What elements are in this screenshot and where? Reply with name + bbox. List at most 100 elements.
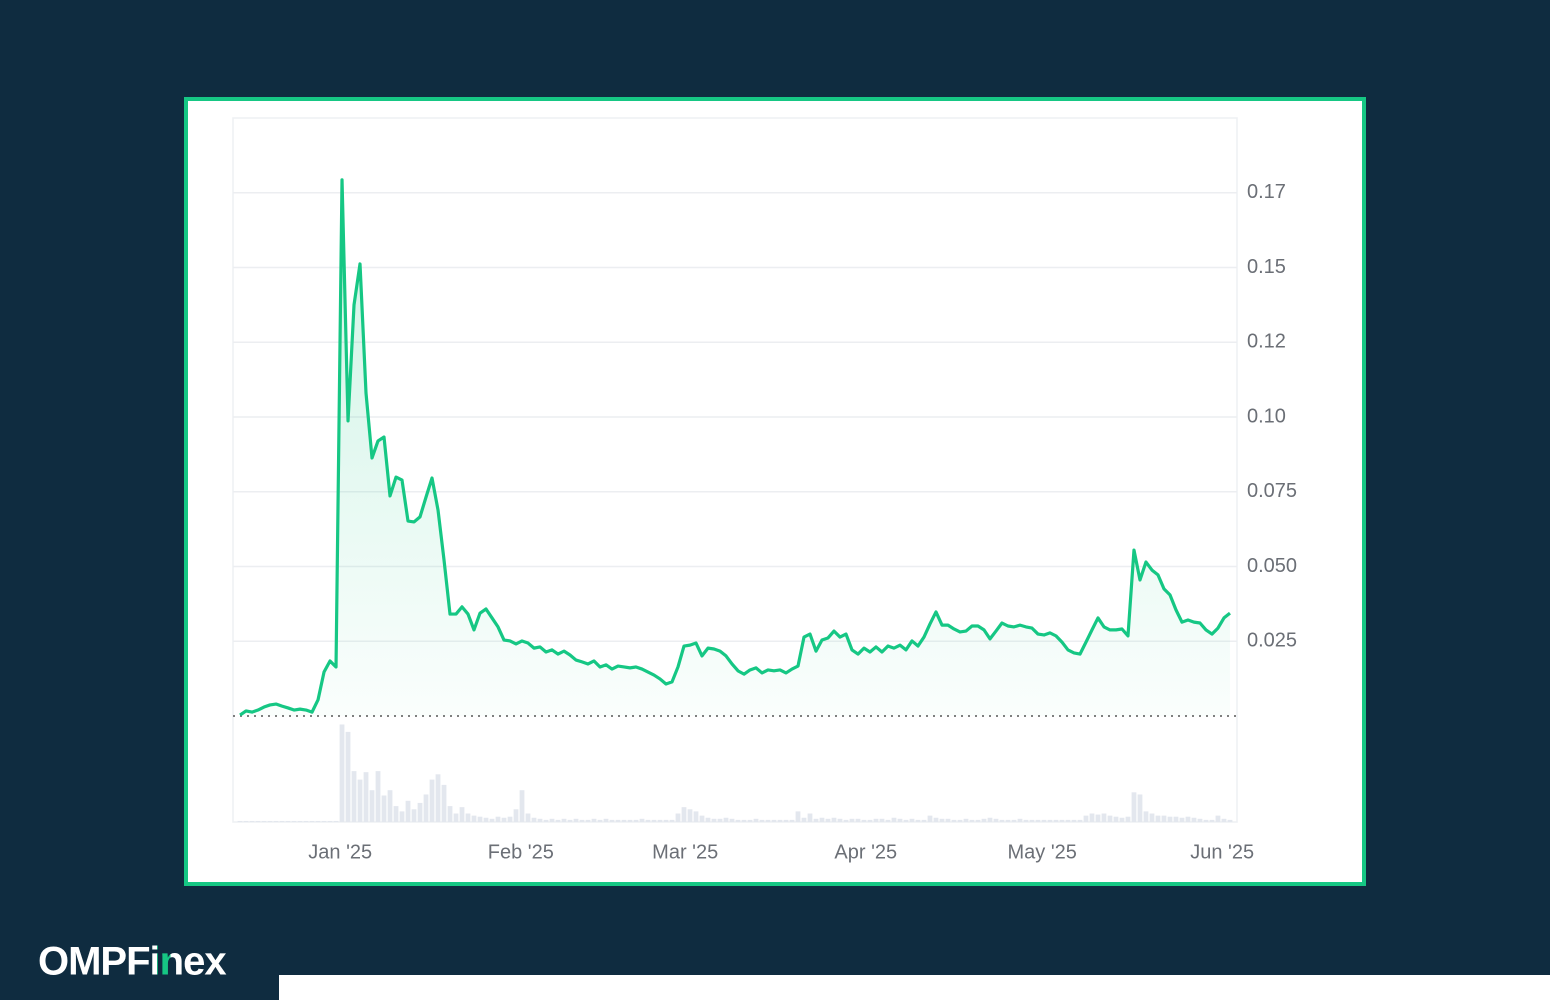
volume-bar	[801, 817, 807, 822]
volume-bar	[531, 817, 537, 822]
volume-bar	[909, 818, 915, 822]
volume-bar	[411, 809, 417, 822]
volume-bar	[657, 819, 663, 822]
volume-bar	[309, 820, 315, 822]
x-tick-label: Jan '25	[308, 841, 372, 863]
volume-bar	[579, 819, 585, 822]
volume-bar	[351, 771, 357, 822]
volume-bar	[627, 819, 633, 822]
volume-bar	[687, 809, 693, 822]
volume-bar	[675, 813, 681, 822]
volume-bar	[1047, 819, 1053, 822]
volume-bar	[1155, 815, 1161, 822]
volume-bar	[591, 818, 597, 822]
volume-bar	[573, 818, 579, 822]
volume-bar	[1011, 819, 1017, 822]
volume-bar	[621, 819, 627, 822]
y-tick-label: 0.17	[1247, 181, 1286, 203]
volume-bar	[765, 819, 771, 822]
volume-bar	[435, 774, 441, 822]
volume-bar	[945, 818, 951, 822]
volume-bar	[819, 817, 825, 822]
volume-bar	[783, 819, 789, 822]
volume-bar	[255, 820, 261, 822]
volume-bar	[1185, 816, 1191, 822]
volume-bar	[1029, 819, 1035, 822]
volume-bar	[1221, 818, 1227, 822]
volume-bar	[1215, 815, 1221, 822]
volume-bar	[915, 819, 921, 822]
x-tick-label: Jun '25	[1190, 841, 1254, 863]
volume-bar	[789, 819, 795, 822]
price-line	[239, 178, 1231, 717]
volume-bar	[927, 815, 933, 822]
volume-bar	[417, 802, 423, 822]
volume-bar	[747, 819, 753, 822]
volume-bar	[777, 819, 783, 822]
volume-bar	[831, 817, 837, 822]
volume-bar	[1161, 815, 1167, 822]
volume-bar	[1095, 814, 1101, 822]
volume-bar	[597, 819, 603, 822]
area	[240, 179, 1230, 716]
volume-bar	[957, 819, 963, 822]
volume-bar	[993, 818, 999, 822]
volume-bar	[1017, 818, 1023, 822]
volume-bar	[297, 820, 303, 822]
volume-bar	[699, 815, 705, 822]
volume-bar	[921, 819, 927, 822]
volume-bar	[825, 818, 831, 822]
volume-bar	[525, 813, 531, 822]
volume-bar	[447, 806, 453, 822]
volume-bar	[795, 811, 801, 822]
volume-bar	[477, 816, 483, 822]
volume-bar	[279, 820, 285, 822]
volume-bar	[429, 779, 435, 822]
volume-bar	[321, 820, 327, 822]
y-tick-label: 0.050	[1247, 555, 1297, 577]
volume-bar	[423, 794, 429, 822]
volume-bar	[393, 806, 399, 822]
volume-bar	[705, 817, 711, 822]
volume-bar	[843, 819, 849, 822]
volume-bar	[453, 813, 459, 822]
volume-bar	[999, 819, 1005, 822]
volume-bar	[837, 818, 843, 822]
volume-bar	[681, 807, 687, 822]
volume-bar	[849, 818, 855, 822]
volume-bar	[879, 818, 885, 822]
volume-bar	[759, 819, 765, 822]
volume-bar	[813, 818, 819, 822]
volume-bar	[741, 819, 747, 822]
volume-bar	[897, 818, 903, 822]
volume-bar	[873, 818, 879, 822]
volume-bar	[771, 819, 777, 822]
volume-bar	[483, 817, 489, 822]
volume-bar	[1167, 816, 1173, 822]
volume-bar	[243, 820, 249, 822]
volume-bar	[1065, 819, 1071, 822]
volume-bar	[291, 820, 297, 822]
volume-bar	[969, 819, 975, 822]
y-tick-label: 0.12	[1247, 331, 1286, 353]
y-tick-label: 0.025	[1247, 630, 1297, 652]
volume-bar	[375, 771, 381, 822]
volume-bar	[723, 817, 729, 822]
volume-bar	[1071, 819, 1077, 822]
volume-bar	[1077, 819, 1083, 822]
volume-bar	[345, 731, 351, 822]
volume-bar	[645, 819, 651, 822]
volume-bar	[567, 819, 573, 822]
volume-bar	[981, 818, 987, 822]
volume-bar	[939, 818, 945, 822]
volume-bar	[1227, 819, 1233, 822]
volume-bar	[663, 819, 669, 822]
volume-bar	[507, 816, 513, 822]
volume-bar	[585, 819, 591, 822]
volume-bar	[951, 819, 957, 822]
volume-bar	[459, 807, 465, 822]
brand: OMPFinex	[38, 940, 226, 984]
volume-bar	[615, 819, 621, 822]
